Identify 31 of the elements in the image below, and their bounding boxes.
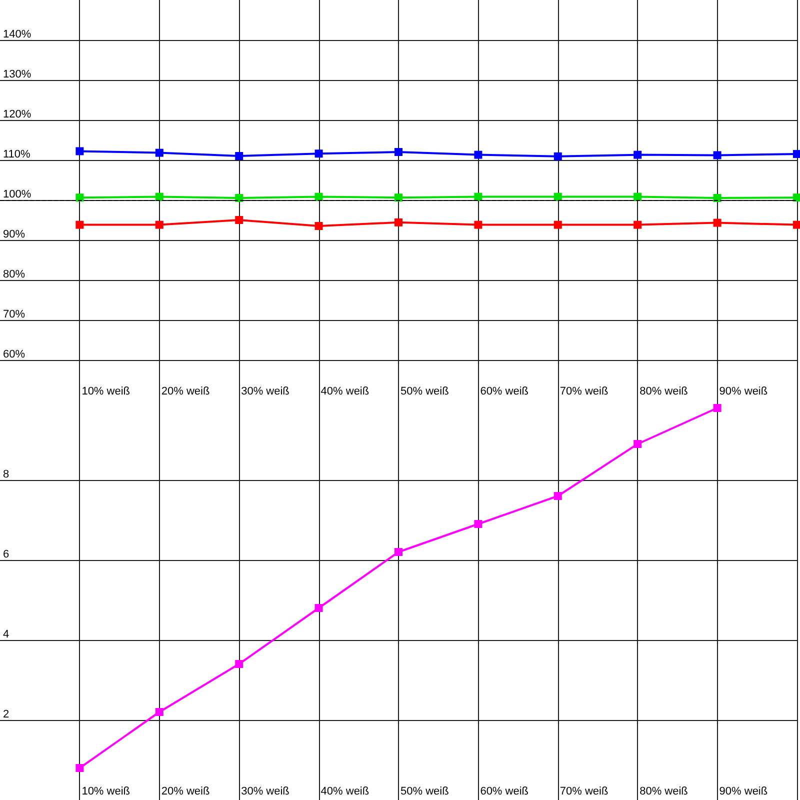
x-tick-label: 60% weiß	[480, 786, 529, 798]
y-tick-label: 80%	[3, 268, 26, 280]
y-tick-label: 70%	[3, 308, 26, 320]
x-tick-label: 10% weiß	[82, 786, 130, 798]
x-tick-label: 20% weiß	[161, 786, 210, 798]
x-tick-label: 50% weiß	[400, 386, 450, 398]
y-tick-label: 140%	[3, 28, 32, 40]
x-tick-label: 30% weiß	[241, 386, 290, 398]
x-tick-label: 10% weiß	[82, 386, 130, 398]
x-tick-label: 40% weiß	[320, 786, 370, 798]
x-tick-label: 70% weiß	[560, 386, 608, 398]
y-tick-label: 120%	[3, 108, 32, 120]
x-tick-label: 80% weiß	[640, 786, 688, 798]
x-tick-label: 60% weiß	[480, 386, 529, 398]
x-tick-label: 90% weiß	[719, 386, 768, 398]
y-tick-label: 8	[3, 468, 10, 480]
y-tick-label: 4	[3, 628, 10, 640]
x-tick-label: 70% weiß	[560, 786, 608, 798]
x-tick-label: 30% weiß	[241, 786, 290, 798]
y-tick-label: 110%	[3, 148, 31, 160]
y-tick-label: 90%	[3, 228, 26, 240]
x-tick-label: 50% weiß	[400, 786, 450, 798]
x-tick-label: 90% weiß	[719, 786, 768, 798]
y-tick-label: 2	[3, 708, 10, 720]
y-tick-label: 100%	[3, 188, 32, 200]
x-tick-label: 80% weiß	[640, 386, 688, 398]
x-tick-label: 20% weiß	[161, 386, 210, 398]
x-tick-label: 40% weiß	[320, 386, 370, 398]
y-tick-label: 130%	[3, 68, 32, 80]
y-tick-label: 6	[3, 548, 10, 560]
y-tick-label: 60%	[3, 348, 26, 360]
